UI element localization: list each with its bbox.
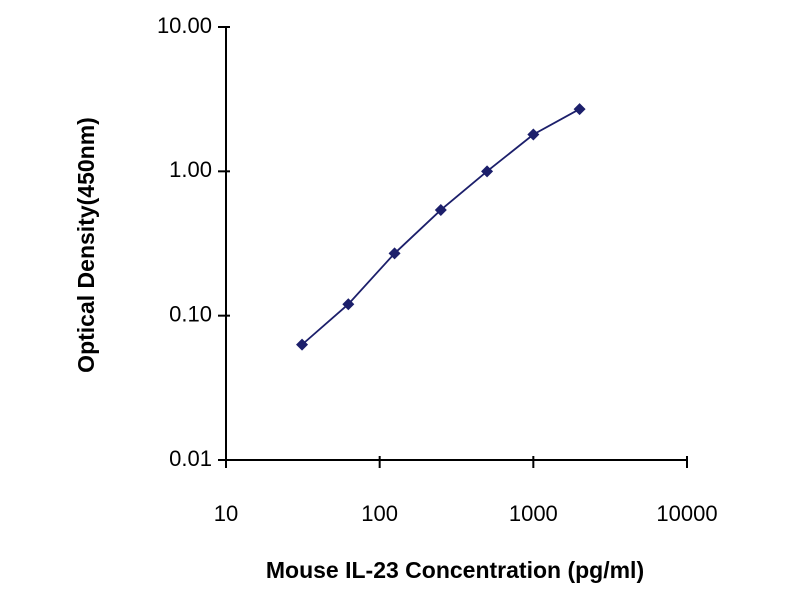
data-point [573, 103, 586, 116]
x-tick-label: 100 [361, 501, 398, 526]
y-tick-label: 10.00 [157, 13, 212, 38]
x-tick-label: 10000 [656, 501, 717, 526]
y-tick-label: 0.10 [169, 301, 212, 326]
x-axis-title: Mouse IL-23 Concentration (pg/ml) [266, 557, 644, 583]
y-tick-label: 1.00 [169, 157, 212, 182]
data-point [342, 298, 355, 311]
x-tick-label: 1000 [509, 501, 558, 526]
data-point [481, 165, 494, 178]
data-point [434, 203, 447, 216]
data-point [388, 247, 401, 260]
data-point [296, 338, 309, 351]
series-line [301, 108, 581, 346]
x-tick-label: 10 [214, 501, 238, 526]
y-axis-title: Optical Density(450nm) [73, 117, 99, 373]
data-point [527, 128, 540, 141]
y-tick-label: 0.01 [169, 446, 212, 471]
